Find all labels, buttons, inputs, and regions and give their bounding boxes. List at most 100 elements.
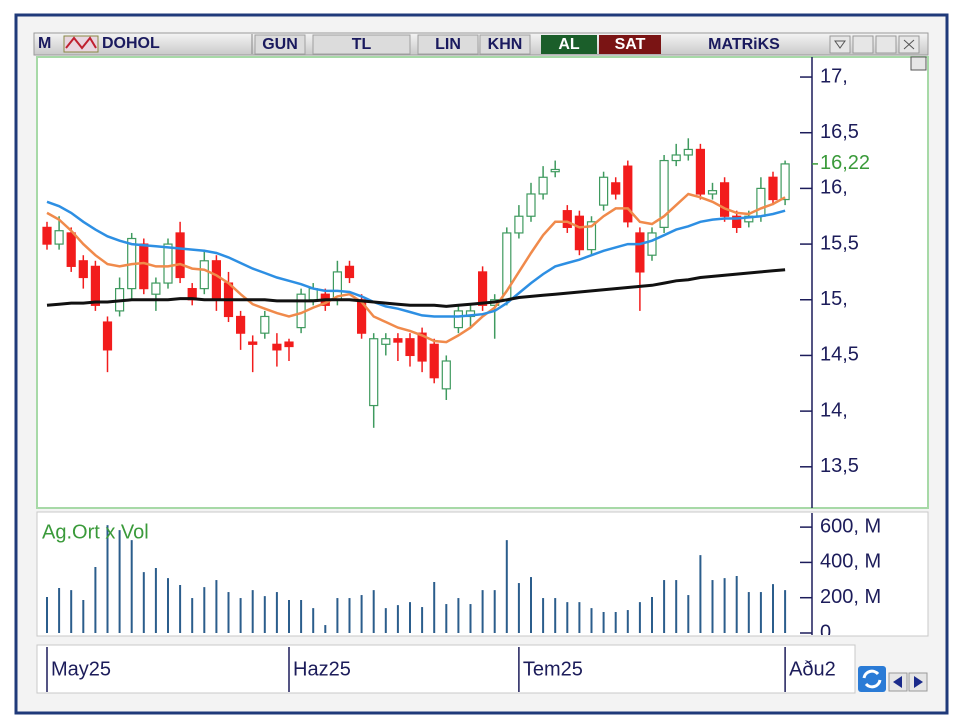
candle-body: [175, 232, 185, 279]
price-chart: [42, 138, 790, 428]
time-axis: May25 Haz25 Tem25 Aðu2: [46, 647, 836, 692]
candle-body: [199, 260, 209, 290]
candle-body: [54, 230, 64, 245]
candle-body: [272, 343, 282, 351]
candle-body: [151, 282, 161, 295]
y-tick-label: 14,: [820, 399, 848, 421]
candle-body: [538, 176, 548, 195]
y-tick-label: 400, M: [820, 551, 881, 573]
candle-body: [260, 315, 270, 334]
candle-body: [78, 260, 88, 279]
toolbar-button-bg: [479, 34, 531, 55]
candle-body: [139, 243, 149, 290]
candle-body: [623, 165, 633, 223]
candle-body: [344, 265, 355, 279]
candle-body: [369, 338, 379, 407]
scroll-right-glyph: [914, 676, 923, 688]
symbol-icon-glyph: [65, 36, 97, 50]
candle-body: [236, 315, 246, 334]
candle-body: [102, 321, 113, 351]
candle-body: [683, 148, 693, 156]
y-tick-label: 14,5: [820, 344, 859, 366]
x-tick-label: Aðu2: [789, 658, 836, 680]
sell-button-bg: [599, 35, 661, 54]
candle-body: [211, 260, 221, 301]
logo: M: [38, 35, 51, 52]
candle-body: [248, 341, 258, 345]
moving-average-line: [46, 200, 786, 318]
candle-body: [780, 163, 790, 201]
close-glyph: [903, 39, 915, 50]
candle-body: [598, 176, 609, 206]
x-tick-label: May25: [51, 658, 111, 680]
y-tick-label: 16,: [820, 177, 848, 199]
y-tick-label: 17,: [820, 65, 848, 87]
candle-body: [526, 193, 536, 217]
menu-button[interactable]: [829, 35, 851, 54]
maximize-button[interactable]: [875, 35, 897, 54]
y-tick-label: 15,: [820, 288, 848, 310]
toolbar-button[interactable]: TL: [352, 36, 372, 53]
time-axis-panel: [36, 644, 856, 694]
brand: MATRiKS: [708, 36, 780, 53]
candle-body: [284, 341, 294, 348]
toolbar-button[interactable]: KHN: [488, 36, 523, 53]
candle-body: [574, 215, 585, 251]
candle-body: [635, 232, 645, 273]
candle-body: [550, 168, 560, 173]
y-tick-label: 15,5: [820, 232, 859, 254]
candle-body: [90, 265, 101, 306]
toolbar-button-bg: [254, 34, 306, 55]
candle-body: [719, 182, 730, 217]
candle-body: [453, 310, 463, 329]
candle-body: [429, 343, 439, 379]
candle-body: [707, 190, 718, 195]
minimize-button[interactable]: [852, 35, 874, 54]
refresh-glyph: [862, 669, 882, 689]
candle-body: [478, 271, 488, 306]
candle-body: [441, 360, 451, 390]
y-tick-label: 0: [820, 621, 831, 643]
x-tick-label: Tem25: [523, 658, 583, 680]
x-tick-label: Haz25: [293, 658, 351, 680]
candle-body: [756, 187, 766, 217]
candle-body: [163, 243, 173, 284]
candle-body: [659, 159, 669, 228]
sell-button[interactable]: SAT: [615, 36, 646, 53]
last-value-label: 16,22: [820, 152, 870, 174]
candle-body: [768, 176, 778, 201]
buy-button-bg: [541, 35, 597, 54]
toolbar-button[interactable]: LIN: [435, 36, 461, 53]
candle-body: [417, 332, 427, 362]
candle-body: [393, 338, 403, 343]
y-tick-label: 16,5: [820, 121, 859, 143]
candle-body: [42, 226, 52, 245]
menu-glyph: [834, 40, 846, 49]
candle-body: [66, 232, 76, 267]
symbol[interactable]: DOHOL: [102, 35, 160, 52]
window-controls: [829, 35, 920, 54]
y-tick-label: 13,5: [820, 455, 859, 477]
toolbar-button-bg: [312, 34, 411, 55]
panel-button[interactable]: [910, 56, 927, 71]
volume-chart: Ag.Ort x Vol 600, M 400, M 200, M 0: [42, 513, 881, 643]
y-tick-label: 200, M: [820, 586, 881, 608]
toolbar-button-bg: [417, 34, 479, 55]
buy-button[interactable]: AL: [558, 36, 580, 53]
candle-body: [405, 338, 415, 357]
scroll-left-glyph: [893, 676, 902, 688]
candle-body: [611, 182, 621, 195]
volume-title: Ag.Ort x Vol: [42, 521, 149, 543]
candle-body: [586, 221, 597, 251]
candle-body: [647, 232, 657, 256]
candle-body: [381, 338, 391, 345]
moving-average-line: [46, 192, 786, 344]
candle-body: [732, 215, 742, 228]
y-tick-label: 600, M: [820, 515, 881, 537]
candle-body: [695, 148, 706, 195]
candle-body: [562, 210, 572, 228]
moving-average-line: [46, 268, 786, 308]
toolbar-button[interactable]: GUN: [262, 36, 298, 53]
